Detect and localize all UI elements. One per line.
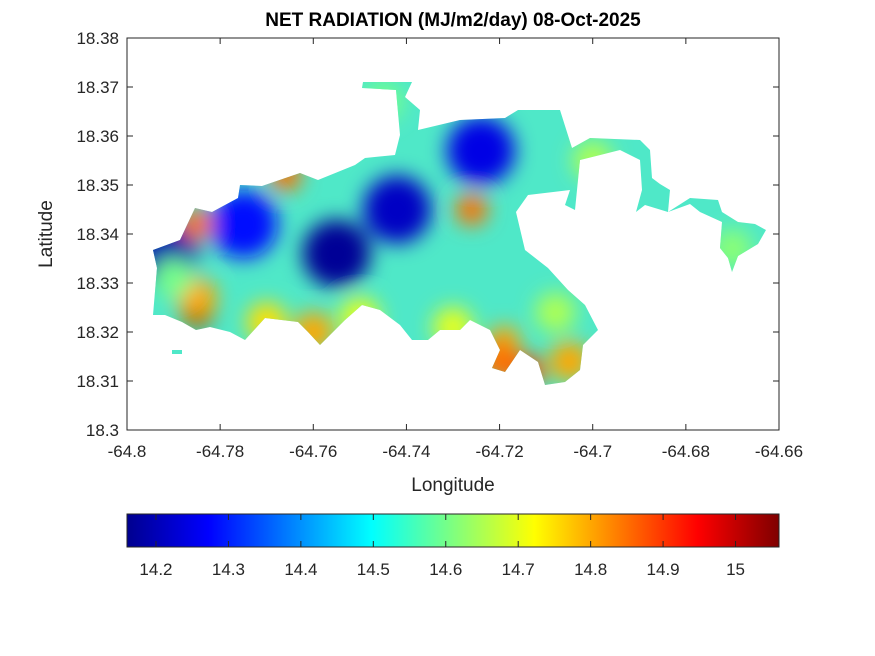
x-tick-label: -64.8	[108, 442, 147, 461]
colorbar-tick-label: 14.5	[357, 560, 390, 579]
colorbar	[126, 513, 780, 548]
colorbar-tick-label: 14.2	[139, 560, 172, 579]
heat-region-high	[455, 193, 488, 226]
x-tick-label: -64.78	[196, 442, 244, 461]
heat-region-low	[302, 219, 371, 288]
x-tick-label: -64.76	[289, 442, 337, 461]
heat-region-low	[363, 175, 432, 244]
colorbar-tick-label: 14.3	[212, 560, 245, 579]
y-tick-label: 18.37	[76, 78, 119, 97]
y-tick-label: 18.35	[76, 176, 119, 195]
y-tick-label: 18.34	[76, 225, 119, 244]
x-tick-label: -64.72	[475, 442, 523, 461]
x-axis: -64.8 -64.78 -64.76 -64.74 -64.72 -64.7 -64.68…	[108, 38, 803, 461]
y-tick-label: 18.33	[76, 274, 119, 293]
x-tick-label: -64.68	[662, 442, 710, 461]
colorbar-ticks: 14.2 14.3 14.4 14.5 14.6 14.7 14.8 14.9 15	[139, 514, 745, 579]
y-tick-label: 18.31	[76, 372, 119, 391]
heat-region-low	[446, 116, 515, 185]
heat-region-low	[209, 190, 278, 259]
y-tick-label: 18.36	[76, 127, 119, 146]
chart-title: NET RADIATION (MJ/m2/day) 08-Oct-2025	[265, 10, 641, 31]
colorbar-tick-label: 14.4	[284, 560, 317, 579]
x-axis-label: Longitude	[411, 475, 494, 496]
colorbar-tick-label: 15	[726, 560, 745, 579]
heat-shoreline-region	[153, 258, 194, 299]
colorbar-tick-label: 14.7	[502, 560, 535, 579]
x-tick-label: -64.66	[755, 442, 803, 461]
y-tick-label: 18.32	[76, 323, 119, 342]
y-axis-label: Latitude	[36, 200, 57, 268]
y-tick-label: 18.3	[86, 421, 119, 440]
heat-shoreline-region	[535, 292, 576, 333]
colorbar-tick-label: 14.6	[429, 560, 462, 579]
y-axis: 18.3 18.31 18.32 18.33 18.34 18.35 18.36 18.37 1…	[76, 29, 779, 440]
colorbar-tick-label: 14.9	[647, 560, 680, 579]
colorbar-tick-label: 14.8	[574, 560, 607, 579]
x-tick-label: -64.7	[573, 442, 612, 461]
x-tick-label: -64.74	[382, 442, 430, 461]
y-tick-label: 18.38	[76, 29, 119, 48]
